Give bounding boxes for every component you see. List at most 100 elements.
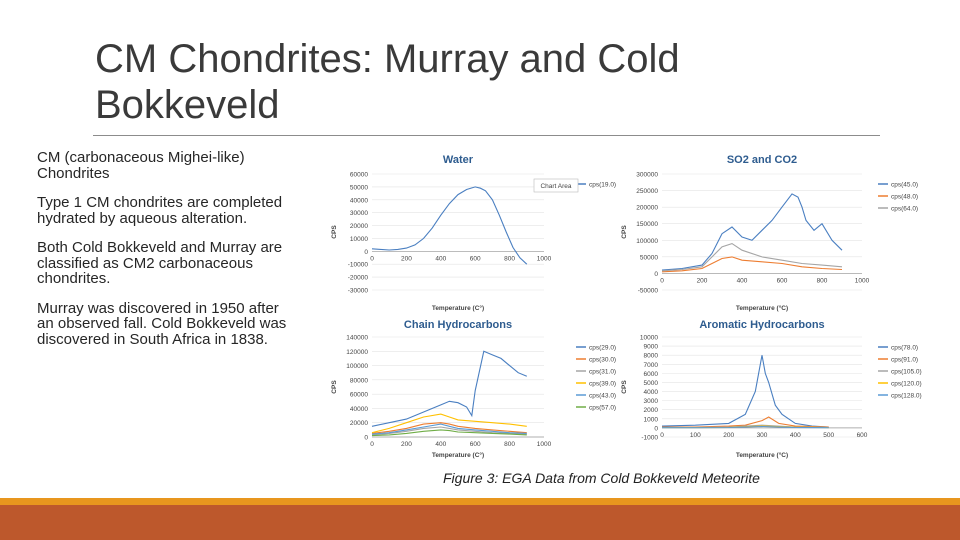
figure-caption: Figure 3: EGA Data from Cold Bokkeveld M… (443, 470, 760, 486)
x-tick-label: 800 (504, 255, 515, 262)
x-axis-title: Temperature (°C) (736, 451, 788, 459)
y-tick-label: 150000 (636, 221, 658, 228)
y-tick-label: 60000 (350, 172, 368, 179)
y-tick-label: 0 (364, 249, 368, 256)
legend-label: cps(91.0) (891, 357, 918, 364)
series-line (371, 413, 527, 434)
legend-label: cps(78.0) (891, 345, 918, 352)
x-tick-label: 500 (823, 432, 834, 439)
x-tick-label: 600 (470, 255, 481, 262)
y-tick-label: -50000 (638, 288, 659, 295)
x-tick-label: 600 (857, 432, 868, 439)
x-tick-label: 600 (777, 277, 788, 284)
y-tick-label: 30000 (350, 210, 368, 217)
legend-label: cps(29.0) (589, 345, 616, 352)
series-line (662, 416, 829, 428)
chart-area-tooltip (533, 178, 579, 193)
legend-label: cps(64.0) (891, 206, 918, 213)
bullet-item: Both Cold Bokkeveld and Murray are class… (37, 239, 283, 287)
y-axis-title: CPS (621, 225, 628, 239)
legend-label: cps(105.0) (891, 369, 922, 376)
legend-label: cps(30.0) (589, 357, 616, 364)
legend-label: cps(120.0) (891, 381, 922, 388)
y-tick-label: 50000 (350, 184, 368, 191)
aromatic-hydrocarbons-chart: Aromatic Hydrocarbons 10000 9000 8000 7000 60… (620, 315, 940, 460)
series-line (371, 422, 527, 434)
y-tick-label: 4000 (644, 389, 659, 396)
bullet-item: CM (carbonaceous Mighei-like) Chondrites (37, 149, 245, 182)
y-tick-label: 3000 (644, 398, 659, 405)
series-line (371, 423, 527, 435)
series-line (661, 242, 843, 272)
x-tick-label: 200 (723, 432, 734, 439)
y-axis-title: CPS (331, 225, 338, 239)
x-axis-title: Temperature (°C) (736, 304, 788, 312)
x-tick-label: 1000 (537, 255, 552, 262)
series-line (662, 425, 829, 429)
chart-title: Aromatic Hydrocarbons (699, 319, 824, 331)
y-tick-label: 40000 (350, 406, 368, 413)
slide-title: CM Chondrites: Murray and Cold Bokkeveld (95, 37, 680, 127)
series-line (371, 350, 528, 427)
chart-title: SO2 and CO2 (727, 154, 797, 166)
y-tick-label: 7000 (644, 362, 659, 369)
chart-area-tooltip-label: Chart Area (540, 183, 571, 190)
y-tick-label: 140000 (346, 335, 368, 342)
bullet-list: CM (carbonaceous Mighei-like) Chondrites… (37, 150, 299, 361)
x-tick-label: 800 (817, 277, 828, 284)
y-tick-label: 0 (364, 435, 368, 442)
y-tick-label: 0 (654, 271, 658, 278)
series-line (661, 256, 843, 273)
y-tick-label: 20000 (350, 223, 368, 230)
x-tick-label: 0 (370, 255, 374, 262)
y-tick-label: 20000 (350, 420, 368, 427)
y-tick-label: 250000 (636, 188, 658, 195)
x-tick-label: 400 (737, 277, 748, 284)
y-tick-label: 200000 (636, 205, 658, 212)
x-tick-label: 100 (690, 432, 701, 439)
y-tick-label: 8000 (644, 353, 659, 360)
y-tick-label: 100000 (636, 238, 658, 245)
y-axis-title: CPS (331, 380, 338, 394)
x-tick-label: 400 (435, 441, 446, 448)
y-tick-label: 0 (654, 425, 658, 432)
y-tick-label: -20000 (348, 275, 369, 282)
x-tick-label: 0 (660, 277, 664, 284)
chain-hydrocarbons-chart: Chain Hydrocarbons 140000 120000 100000 8000… (330, 315, 616, 460)
footer-accent-band (0, 498, 960, 505)
legend-label: cps(57.0) (589, 405, 616, 412)
x-tick-label: 200 (401, 441, 412, 448)
y-tick-label: -1000 (641, 435, 658, 442)
y-tick-label: -30000 (348, 288, 369, 295)
x-tick-label: 200 (401, 255, 412, 262)
legend-label: cps(19.0) (589, 182, 616, 189)
x-tick-label: 400 (790, 432, 801, 439)
y-tick-label: 300000 (636, 172, 658, 179)
chart-title: Chain Hydrocarbons (404, 319, 512, 331)
y-tick-label: 10000 (640, 335, 658, 342)
y-tick-label: 80000 (350, 377, 368, 384)
legend-label: cps(48.0) (891, 194, 918, 201)
x-tick-label: 0 (660, 432, 664, 439)
series-line (661, 355, 829, 428)
x-tick-label: 800 (504, 441, 515, 448)
x-tick-label: 600 (470, 441, 481, 448)
series-line (371, 186, 528, 265)
legend-label: cps(43.0) (589, 393, 616, 400)
x-tick-label: 1000 (855, 277, 870, 284)
bullet-item: Type 1 CM chondrites are completed hydra… (37, 194, 283, 227)
y-tick-label: 5000 (644, 380, 659, 387)
x-tick-label: 200 (697, 277, 708, 284)
y-tick-label: 10000 (350, 236, 368, 243)
water-chart: Water 60000 50000 40000 30000 20000 10000 0 -100… (330, 150, 616, 312)
footer-band (0, 505, 960, 540)
y-tick-label: 100000 (346, 363, 368, 370)
legend-label: cps(45.0) (891, 182, 918, 189)
series-line (661, 193, 843, 271)
chart-title: Water (443, 154, 474, 166)
x-axis-title: Temperature (C°) (432, 304, 484, 312)
series-line (371, 426, 527, 436)
y-axis-title: CPS (621, 380, 628, 394)
title-divider (93, 135, 880, 136)
legend-label: cps(128.0) (891, 393, 922, 400)
